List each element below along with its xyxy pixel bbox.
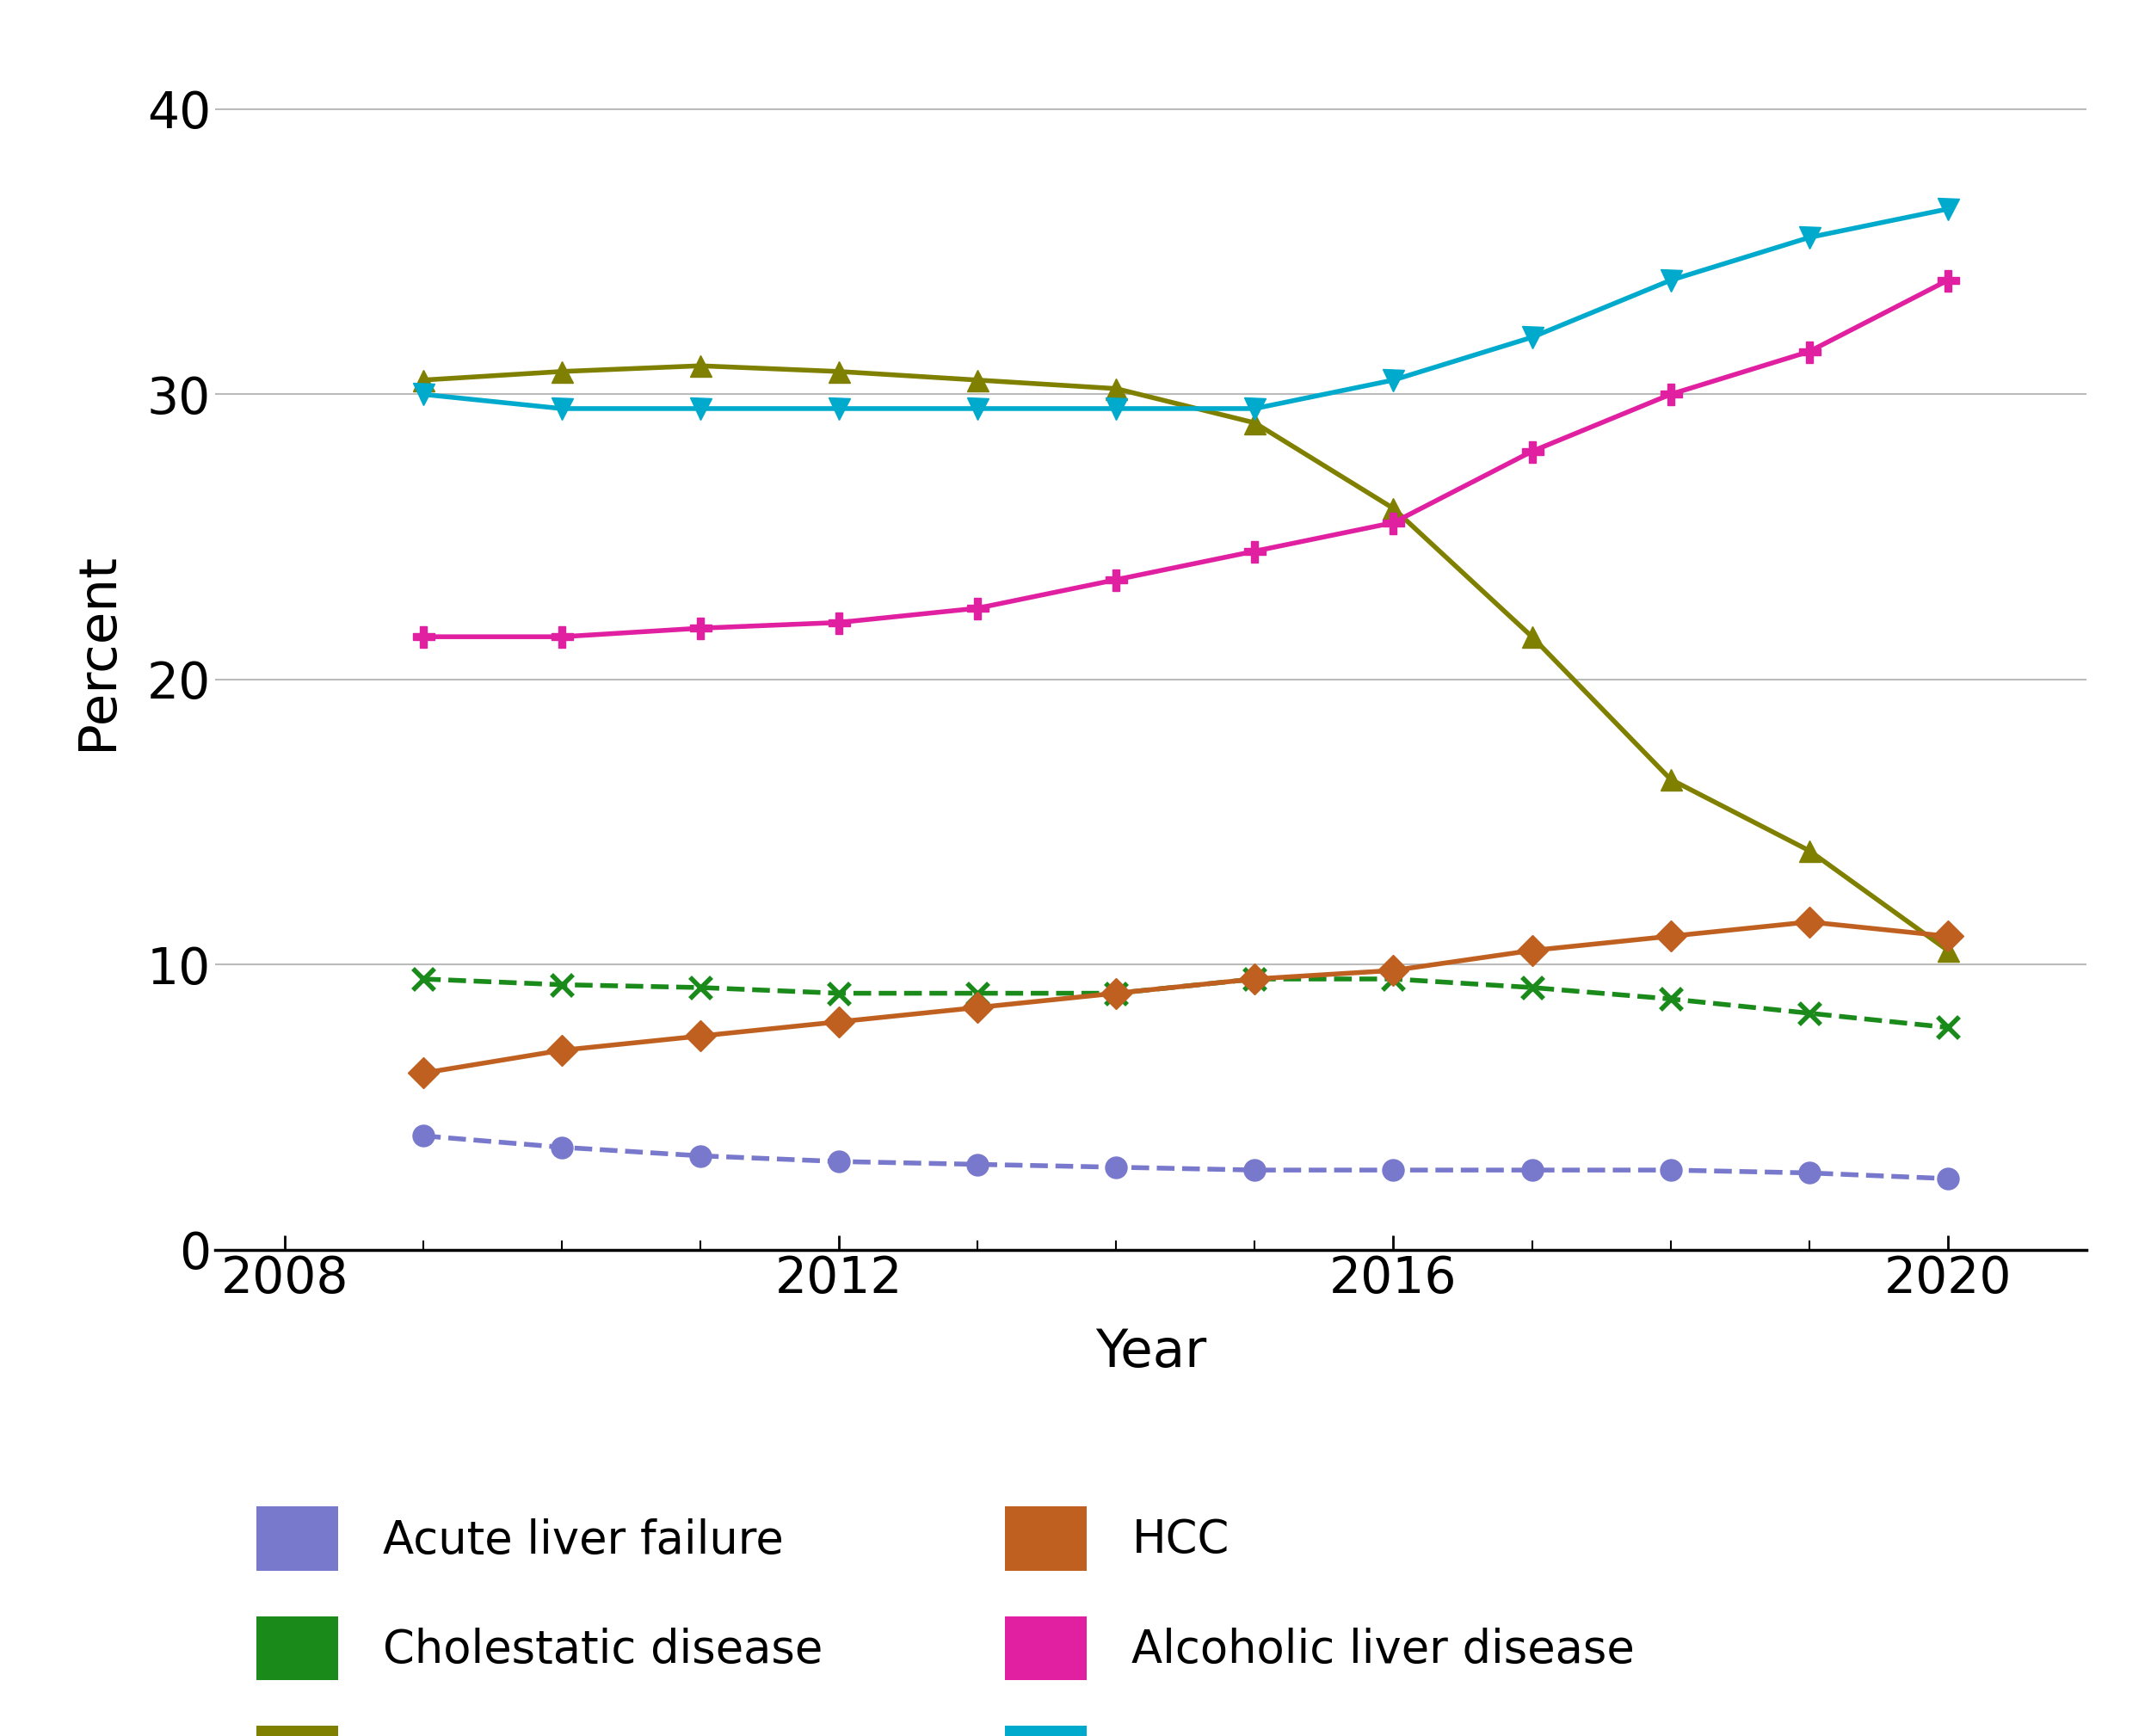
Y-axis label: Percent: Percent — [73, 552, 123, 750]
X-axis label: Year: Year — [1095, 1326, 1207, 1378]
Legend: Acute liver failure, Cholestatic disease, HCV, HCC, Alcoholic liver disease, Oth: Acute liver failure, Cholestatic disease… — [239, 1488, 1654, 1736]
